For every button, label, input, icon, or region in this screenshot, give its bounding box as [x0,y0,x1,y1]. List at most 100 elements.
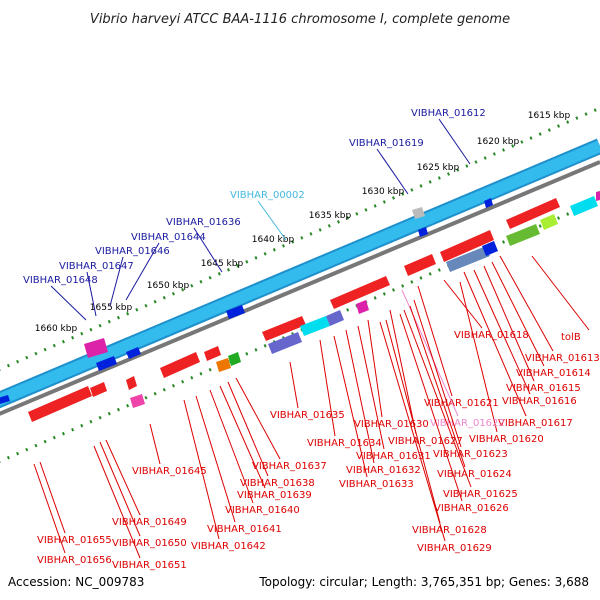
gene-label[interactable]: VIBHAR_01620 [469,434,544,445]
gene-label-group[interactable]: VIBHAR_01632 [345,329,421,476]
gene-label-group[interactable]: VIBHAR_01637 [235,377,327,472]
gene-label[interactable]: VIBHAR_01629 [417,543,492,554]
gene-label-group[interactable]: VIBHAR_01620 [459,281,544,445]
gene-label[interactable]: VIBHAR_01624 [437,469,512,480]
gene-label-group[interactable]: VIBHAR_01646 [95,246,170,307]
gene-label[interactable]: VIBHAR_01656 [37,555,112,566]
gene-label[interactable]: VIBHAR_01647 [59,261,134,272]
gene-label-group[interactable]: VIBHAR_01650 [99,441,187,549]
gene-label-group[interactable]: VIBHAR_01634 [307,339,382,449]
gene-label[interactable]: VIBHAR_01622 [430,418,505,429]
gene-label[interactable]: VIBHAR_01626 [434,503,509,514]
gene-label[interactable]: VIBHAR_01612 [411,108,486,119]
gene-label-group[interactable]: VIBHAR_01649 [105,439,187,528]
gene-label-group[interactable]: VIBHAR_01630 [354,319,429,430]
gene-label[interactable]: VIBHAR_01649 [112,517,187,528]
gene-label-group[interactable]: VIBHAR_01648 [23,275,98,321]
gene-label[interactable]: VIBHAR_01627 [388,436,463,447]
gene-labels[interactable]: VIBHAR_01612 VIBHAR_01619 VIBHAR_00002 VIBH… [23,108,600,571]
gene-label[interactable]: VIBHAR_01613 [525,353,600,364]
gene-label[interactable]: VIBHAR_01617 [498,418,573,429]
gene-label[interactable]: VIBHAR_01648 [23,275,98,286]
gene-leader-line [319,339,336,437]
gene-label[interactable]: VIBHAR_01642 [191,541,266,552]
gene-label-group[interactable]: VIBHAR_01651 [93,445,187,571]
gene-label[interactable]: VIBHAR_01635 [270,410,345,421]
gene-label-group[interactable]: VIBHAR_01623 [413,299,508,460]
gene-label-group[interactable]: VIBHAR_01639 [219,385,312,501]
gene-leader-line [499,255,554,352]
gene-label[interactable]: tolB [561,332,581,343]
gene-leader-line [195,395,236,523]
gene-label[interactable]: VIBHAR_01637 [252,461,327,472]
gene-label[interactable]: VIBHAR_00002 [230,190,305,201]
gene-leader-line [105,439,141,516]
gene-label-group[interactable]: VIBHAR_01625 [403,309,518,500]
gene-label-group[interactable]: VIBHAR_01614 [491,261,591,379]
gene-label[interactable]: VIBHAR_01628 [412,525,487,536]
gene-label[interactable]: VIBHAR_01645 [132,466,207,477]
gene-label-group[interactable]: VIBHAR_01612 [411,108,486,165]
gene-label-group[interactable]: VIBHAR_01638 [227,381,315,489]
gene-label-group[interactable]: VIBHAR_01619 [349,138,424,195]
forward-gene-2 [412,207,425,219]
gene-leader-line [399,313,463,502]
gene-label[interactable]: VIBHAR_01651 [112,560,187,571]
gene-label-group[interactable]: VIBHAR_01621 [417,285,499,409]
gene-label[interactable]: VIBHAR_01615 [506,383,581,394]
gene-label[interactable]: VIBHAR_01638 [240,478,315,489]
gene-label[interactable]: VIBHAR_01655 [37,535,112,546]
gene-label-group[interactable]: VIBHAR_01635 [270,361,345,421]
gene-label[interactable]: VIBHAR_01639 [237,490,312,501]
gene-label-group[interactable]: VIBHAR_01636 [166,217,241,273]
gene-label[interactable]: VIBHAR_01634 [307,438,382,449]
gene-label[interactable]: VIBHAR_01621 [424,398,499,409]
gene-label-group[interactable]: VIBHAR_01640 [209,389,300,516]
gene-label[interactable]: VIBHAR_01614 [516,368,591,379]
reverse-gene-12 [326,310,344,326]
gene-label-group[interactable]: VIBHAR_01629 [379,321,492,554]
gene-label-group[interactable]: VIBHAR_01624 [409,305,512,480]
gene-label-group[interactable]: VIBHAR_01616 [473,269,577,407]
gene-label-group[interactable]: VIBHAR_01645 [132,423,207,477]
gene-label[interactable]: VIBHAR_01619 [349,138,424,149]
gene-label[interactable]: VIBHAR_01644 [131,232,206,243]
gene-label-group[interactable]: VIBHAR_01647 [59,261,134,317]
gene-label-group[interactable]: VIBHAR_01618 [443,279,529,341]
gene-label-group[interactable]: VIBHAR_01644 [125,232,206,301]
gene-label-group[interactable]: VIBHAR_00002 [230,190,305,241]
gene-label-group[interactable]: VIBHAR_01627 [388,309,463,447]
gene-leader-line [531,255,590,331]
gene-label-group[interactable]: VIBHAR_01641 [195,395,282,535]
gene-label-group[interactable]: VIBHAR_01617 [463,271,573,429]
gene-label[interactable]: VIBHAR_01631 [356,451,431,462]
gene-label-group[interactable]: VIBHAR_01626 [399,313,509,514]
gene-label-group[interactable]: VIBHAR_01628 [385,319,487,536]
gene-label[interactable]: VIBHAR_01646 [95,246,170,257]
gene-label[interactable]: VIBHAR_01640 [225,505,300,516]
gene-label[interactable]: VIBHAR_01632 [346,465,421,476]
gene-label[interactable]: VIBHAR_01633 [339,479,414,490]
gene-leader-line [125,242,160,301]
gene-label[interactable]: VIBHAR_01636 [166,217,241,228]
gene-label[interactable]: VIBHAR_01630 [354,419,429,430]
gene-label[interactable]: VIBHAR_01641 [207,524,282,535]
gene-label[interactable]: VIBHAR_01650 [112,538,187,549]
reverse-gene-19 [506,224,540,246]
gene-label[interactable]: VIBHAR_01623 [433,449,508,460]
gene-label-group[interactable]: VIBHAR_01642 [183,399,266,552]
gene-label-group[interactable]: VIBHAR_01633 [333,335,414,490]
reverse-strand-genes [28,196,598,422]
gene-label-group[interactable]: VIBHAR_01613 [499,255,600,364]
reverse-gene-1 [28,386,92,422]
gene-label-group[interactable]: VIBHAR_01656 [33,463,112,566]
gene-label-group[interactable]: VIBHAR_01615 [483,265,581,394]
gene-label-group[interactable]: VIBHAR_01631 [356,325,431,462]
gene-label-group[interactable]: tolB [531,255,590,343]
gene-leader-line [443,279,483,329]
gene-label[interactable]: VIBHAR_01618 [454,330,529,341]
gene-label[interactable]: VIBHAR_01616 [502,396,577,407]
gene-label-group[interactable]: VIBHAR_01655 [37,461,112,546]
gene-label[interactable]: VIBHAR_01625 [443,489,518,500]
